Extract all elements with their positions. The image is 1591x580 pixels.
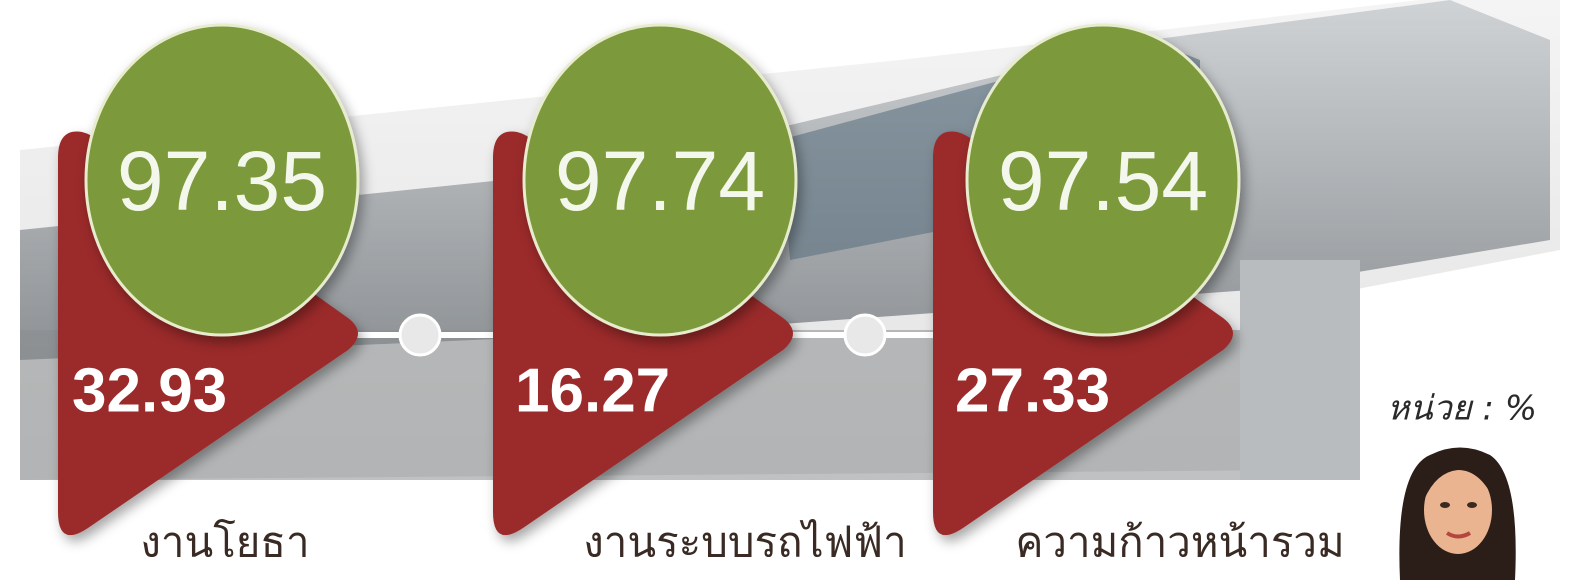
overall-value: 97.35 xyxy=(117,134,327,228)
overall-value: 97.74 xyxy=(555,134,765,228)
avatar xyxy=(1399,448,1515,580)
item-label: งานโยธา xyxy=(140,518,309,567)
current-value: 16.27 xyxy=(515,356,670,425)
current-value: 32.93 xyxy=(72,356,227,425)
overall-value: 97.54 xyxy=(998,134,1208,228)
item-label: ความก้าวหน้ารวม xyxy=(1015,518,1344,567)
pillar xyxy=(1240,260,1360,480)
connector-dot xyxy=(400,315,440,355)
connector-dot xyxy=(845,315,885,355)
page: 97.35 32.93 งานโยธา 97.74 16.27 งานระบบร… xyxy=(0,0,1591,580)
item-label: งานระบบรถไฟฟ้า xyxy=(583,518,906,567)
infographic: 97.35 32.93 งานโยธา 97.74 16.27 งานระบบร… xyxy=(0,0,1591,580)
current-value: 27.33 xyxy=(955,356,1110,425)
unit-label: หน่วย : % xyxy=(1387,389,1537,429)
